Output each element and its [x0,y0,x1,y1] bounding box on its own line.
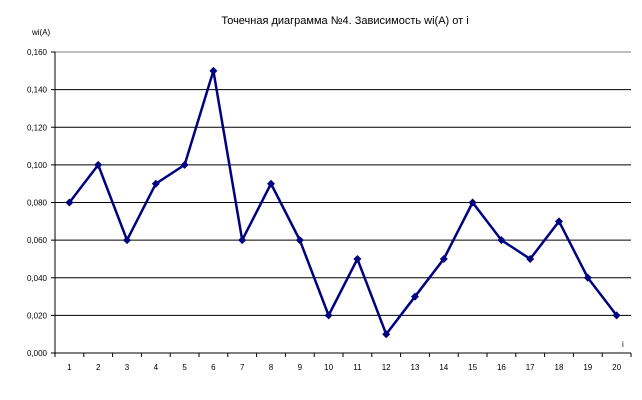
x-tick-label: 1 [67,363,72,372]
data-point [526,254,535,263]
y-tick-label: 0,080 [27,199,48,208]
data-point [267,179,275,188]
x-tick-label: 3 [125,363,130,372]
y-tick-label: 0,100 [27,161,48,170]
x-tick-label: 4 [154,363,159,372]
x-tick-label: 15 [468,363,477,372]
x-tick-label: 11 [353,363,362,372]
data-point [353,254,362,263]
data-point [65,198,74,207]
data-point [468,198,477,207]
data-point [555,217,563,226]
data-point [238,236,247,245]
x-tick-label: 10 [324,363,333,372]
data-point [382,330,391,339]
x-tick-label: 16 [497,363,506,372]
data-point [324,311,333,320]
y-axis-label: wi(A) [31,28,51,37]
x-tick-label: 12 [382,363,391,372]
x-tick-label: 18 [555,363,564,372]
chart-title: Точечная диаграмма №4. Зависимость wi(A)… [221,15,468,27]
data-point [583,273,592,282]
data-point [439,254,448,263]
x-tick-label: 9 [298,363,303,372]
x-tick-label: 17 [526,363,535,372]
x-tick-label: 20 [612,363,621,372]
y-tick-label: 0,140 [27,86,48,95]
y-tick-label: 0,120 [27,123,48,132]
y-tick-label: 0,020 [27,311,48,320]
x-tick-label: 5 [182,363,187,372]
data-point [209,66,218,75]
data-point [612,311,621,320]
data-point [123,236,131,245]
x-tick-label: 6 [211,363,216,372]
y-tick-label: 0,000 [27,349,48,358]
x-tick-label: 8 [269,363,274,372]
y-tick-label: 0,040 [27,274,48,283]
y-tick-label: 0,160 [27,48,48,57]
x-tick-label: 14 [439,363,448,372]
data-point [295,236,304,245]
data-point [497,236,506,245]
x-tick-label: 2 [96,363,101,372]
data-point [151,179,160,188]
x-axis-label: i [622,340,624,349]
x-tick-label: 19 [583,363,592,372]
data-point [411,292,419,301]
data-point [94,160,103,169]
data-point [180,160,189,169]
x-tick-label: 13 [411,363,420,372]
series-line [68,70,618,337]
x-tick-label: 7 [240,363,245,372]
y-tick-label: 0,060 [27,236,48,245]
